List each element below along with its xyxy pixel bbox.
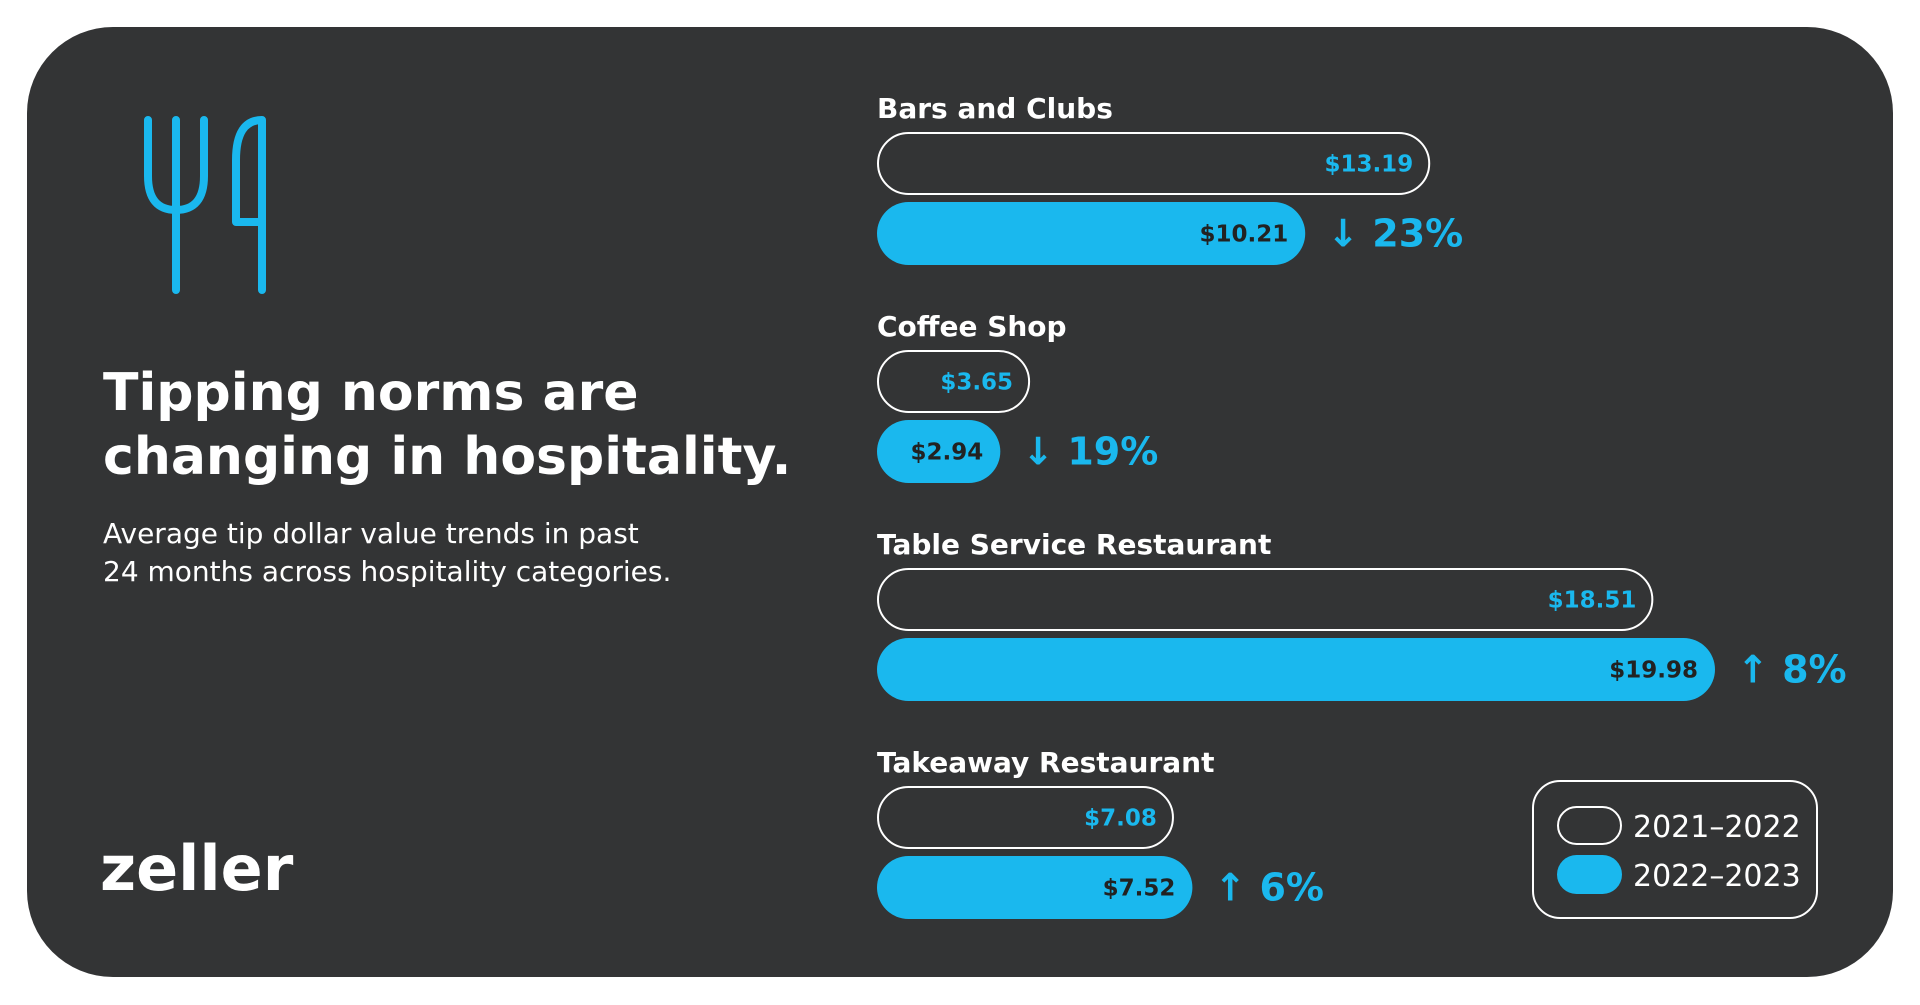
category-label: Table Service Restaurant <box>877 528 1271 561</box>
legend-label: 2021–2022 <box>1633 810 1801 845</box>
category-label: Bars and Clubs <box>877 92 1113 125</box>
change-annotation: ↑ 6% <box>1214 866 1324 910</box>
cutlery-icon <box>144 116 266 294</box>
value-label: $7.08 <box>1084 806 1157 832</box>
subtitle-line: 24 months across hospitality categories. <box>103 555 671 588</box>
change-annotation: ↓ 19% <box>1022 430 1158 474</box>
legend-box <box>1532 780 1818 919</box>
bar <box>877 420 1001 483</box>
bar <box>877 786 1174 849</box>
value-label: $7.52 <box>1103 876 1176 902</box>
bar <box>877 856 1193 919</box>
bar <box>877 568 1654 631</box>
brand-logo: zeller <box>100 832 294 905</box>
bar <box>877 202 1306 265</box>
legend-swatch <box>1557 855 1622 894</box>
category-label: Takeaway Restaurant <box>877 746 1215 779</box>
value-label: $19.98 <box>1609 658 1698 684</box>
title-line: Tipping norms are <box>103 363 639 423</box>
bar <box>877 132 1431 195</box>
value-label: $18.51 <box>1548 588 1637 614</box>
value-label: $2.94 <box>911 440 984 466</box>
value-label: $10.21 <box>1199 222 1288 248</box>
card <box>27 27 1893 977</box>
change-annotation: ↑ 8% <box>1737 648 1847 692</box>
bar <box>877 350 1031 413</box>
legend-label: 2022–2023 <box>1633 859 1801 894</box>
legend-swatch <box>1557 806 1622 845</box>
category-label: Coffee Shop <box>877 310 1067 343</box>
value-label: $13.19 <box>1324 152 1413 178</box>
value-label: $3.65 <box>940 370 1013 396</box>
change-annotation: ↓ 23% <box>1327 212 1463 256</box>
bar <box>877 638 1715 701</box>
title-line: changing in hospitality. <box>103 427 791 487</box>
subtitle-line: Average tip dollar value trends in past <box>103 517 639 550</box>
